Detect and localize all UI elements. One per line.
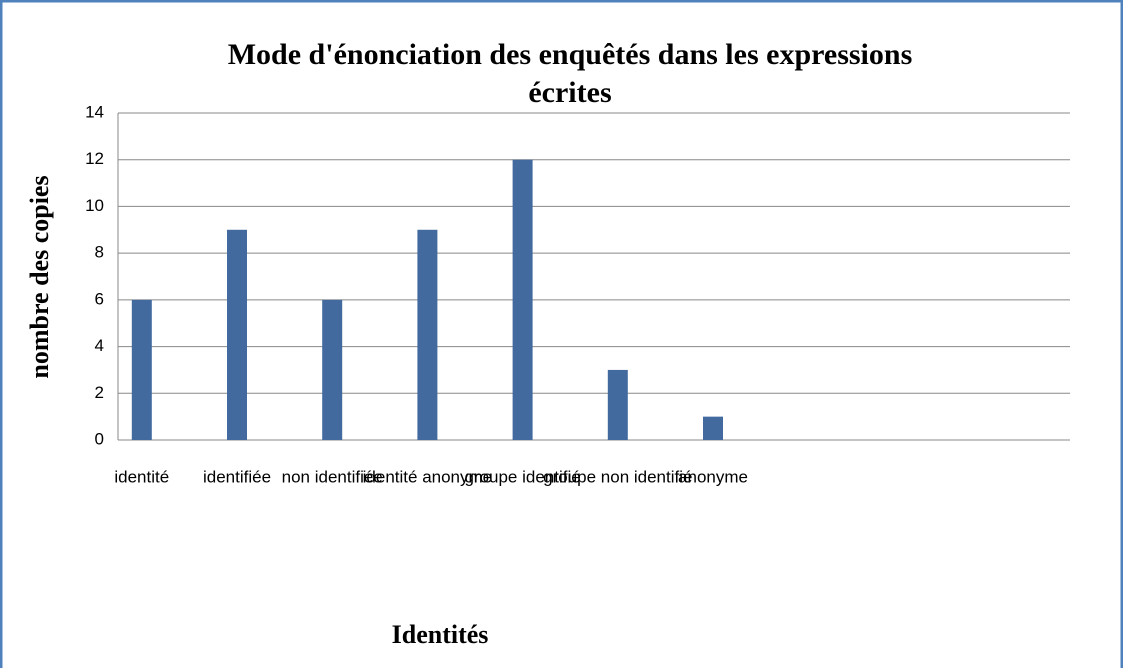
y-tick-label: 12	[85, 149, 104, 168]
y-tick-label: 10	[85, 196, 104, 215]
bar	[131, 299, 152, 440]
bar	[512, 159, 533, 440]
bar	[227, 229, 247, 440]
y-axis-title: nombre des copies	[25, 175, 54, 378]
x-tick-label: groupe non identifié	[543, 467, 692, 486]
bar	[322, 299, 343, 440]
x-tick-label: non identifiée	[282, 467, 383, 486]
x-tick-label: identité anonyme	[363, 467, 492, 486]
y-tick-label: 14	[85, 102, 104, 121]
y-tick-label: 6	[95, 289, 104, 308]
x-tick-label: identifiée	[203, 467, 271, 486]
x-tick-label: anonyme	[678, 467, 748, 486]
y-tick-label: 4	[95, 336, 104, 355]
x-tick-label: identité	[114, 467, 169, 486]
bar	[417, 229, 438, 440]
y-tick-label: 2	[95, 383, 104, 402]
x-tick-label: groupe identifié	[464, 467, 580, 486]
y-tick-label: 0	[95, 429, 104, 448]
chart-title: Mode d'énonciation des enquêtés dans les…	[228, 38, 913, 71]
chart-title: écrites	[528, 76, 611, 109]
bar	[607, 369, 628, 440]
bar	[703, 416, 723, 440]
x-axis-title: Identités	[392, 620, 489, 649]
y-tick-label: 8	[95, 243, 104, 262]
